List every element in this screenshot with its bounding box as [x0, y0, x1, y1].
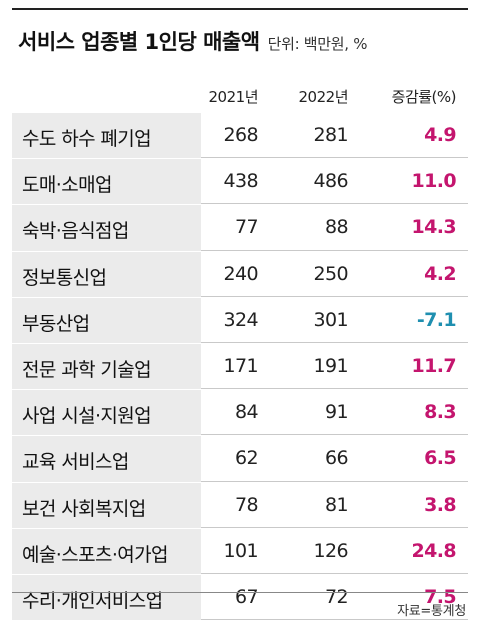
- value-2022: 250: [313, 262, 349, 285]
- table-row: 도매·소매업 438 486 11.0: [12, 158, 468, 205]
- change-rate: 7.5: [424, 585, 456, 608]
- industry-name: 예술·스포츠·여가업: [22, 543, 169, 566]
- value-2022: 88: [325, 216, 349, 239]
- industry-name: 수리·개인서비스업: [22, 589, 163, 612]
- industry-name: 교육 서비스업: [22, 451, 129, 474]
- change-rate: 6.5: [424, 447, 456, 470]
- change-rate: 4.2: [424, 262, 456, 285]
- value-2022: 486: [313, 170, 349, 193]
- table-row: 숙박·음식점업 77 88 14.3: [12, 204, 468, 251]
- value-2022: 281: [313, 124, 349, 146]
- value-2022: 66: [325, 447, 349, 470]
- value-2022: 91: [325, 401, 349, 424]
- industry-name: 수도 하수 폐기업: [22, 128, 152, 150]
- industry-name: 전문 과학 기술업: [22, 358, 152, 381]
- value-2021: 67: [235, 585, 259, 608]
- unit-label: 단위: 백만원, %: [267, 35, 368, 53]
- value-2022: 72: [325, 585, 349, 608]
- change-rate: 14.3: [411, 216, 457, 239]
- value-2021: 438: [223, 170, 259, 193]
- value-2022: 301: [313, 308, 349, 331]
- chart-title: 서비스 업종별 1인당 매출액: [18, 30, 260, 54]
- table-row: 보건 사회복지업 78 81 3.8: [12, 481, 468, 528]
- change-rate: 3.8: [424, 493, 456, 516]
- value-2021: 62: [235, 447, 259, 470]
- value-2021: 101: [223, 539, 259, 562]
- value-2021: 268: [223, 124, 259, 146]
- value-2022: 191: [313, 354, 349, 377]
- table-row: 사업 시설·지원업 84 91 8.3: [12, 389, 468, 436]
- industry-name: 사업 시설·지원업: [22, 405, 152, 428]
- change-rate: 11.7: [411, 354, 457, 377]
- value-2022: 81: [325, 493, 349, 516]
- value-2021: 240: [223, 262, 259, 285]
- column-header-rate: 증감률(%): [391, 88, 457, 106]
- change-rate: 11.0: [411, 170, 457, 193]
- change-rate: -7.1: [416, 308, 457, 331]
- value-2022: 126: [313, 539, 349, 562]
- industry-name: 정보통신업: [22, 266, 107, 289]
- change-rate: 4.9: [424, 124, 456, 146]
- value-2021: 84: [235, 401, 259, 424]
- industry-name: 보건 사회복지업: [22, 497, 146, 520]
- source-note: 자료=통계청: [397, 604, 466, 619]
- table-row: 정보통신업 240 250 4.2: [12, 250, 468, 297]
- change-rate: 24.8: [411, 539, 457, 562]
- title-row: 서비스 업종별 1인당 매출액 단위: 백만원, %: [18, 26, 368, 56]
- value-2021: 171: [223, 354, 259, 377]
- table-row: 수리·개인서비스업 67 72 7.5: [12, 573, 468, 621]
- bottom-rule: [12, 592, 468, 593]
- table-row: 부동산업 324 301 -7.1: [12, 296, 468, 344]
- top-rule: [12, 8, 468, 10]
- industry-name: 숙박·음식점업: [22, 220, 129, 243]
- industry-name: 도매·소매업: [22, 174, 112, 197]
- table-body: 수도 하수 폐기업 268 281 4.9 도매·소매업 438 486 11.0 숙박·음식점…: [12, 112, 468, 621]
- table-row: 예술·스포츠·여가업 101 126 24.8: [12, 527, 468, 575]
- table-row: 교육 서비스업 62 66 6.5: [12, 435, 468, 482]
- column-header-2021: 2021년: [208, 88, 259, 106]
- value-2021: 324: [223, 308, 259, 331]
- value-2021: 78: [235, 493, 259, 516]
- table-header: 2021년 2022년 증감률(%): [12, 80, 468, 110]
- table-row: 수도 하수 폐기업 268 281 4.9: [12, 112, 468, 159]
- value-2021: 77: [235, 216, 259, 239]
- column-header-2022: 2022년: [298, 88, 349, 106]
- table-row: 전문 과학 기술업 171 191 11.7: [12, 342, 468, 390]
- industry-name: 부동산업: [22, 312, 90, 335]
- change-rate: 8.3: [424, 401, 456, 424]
